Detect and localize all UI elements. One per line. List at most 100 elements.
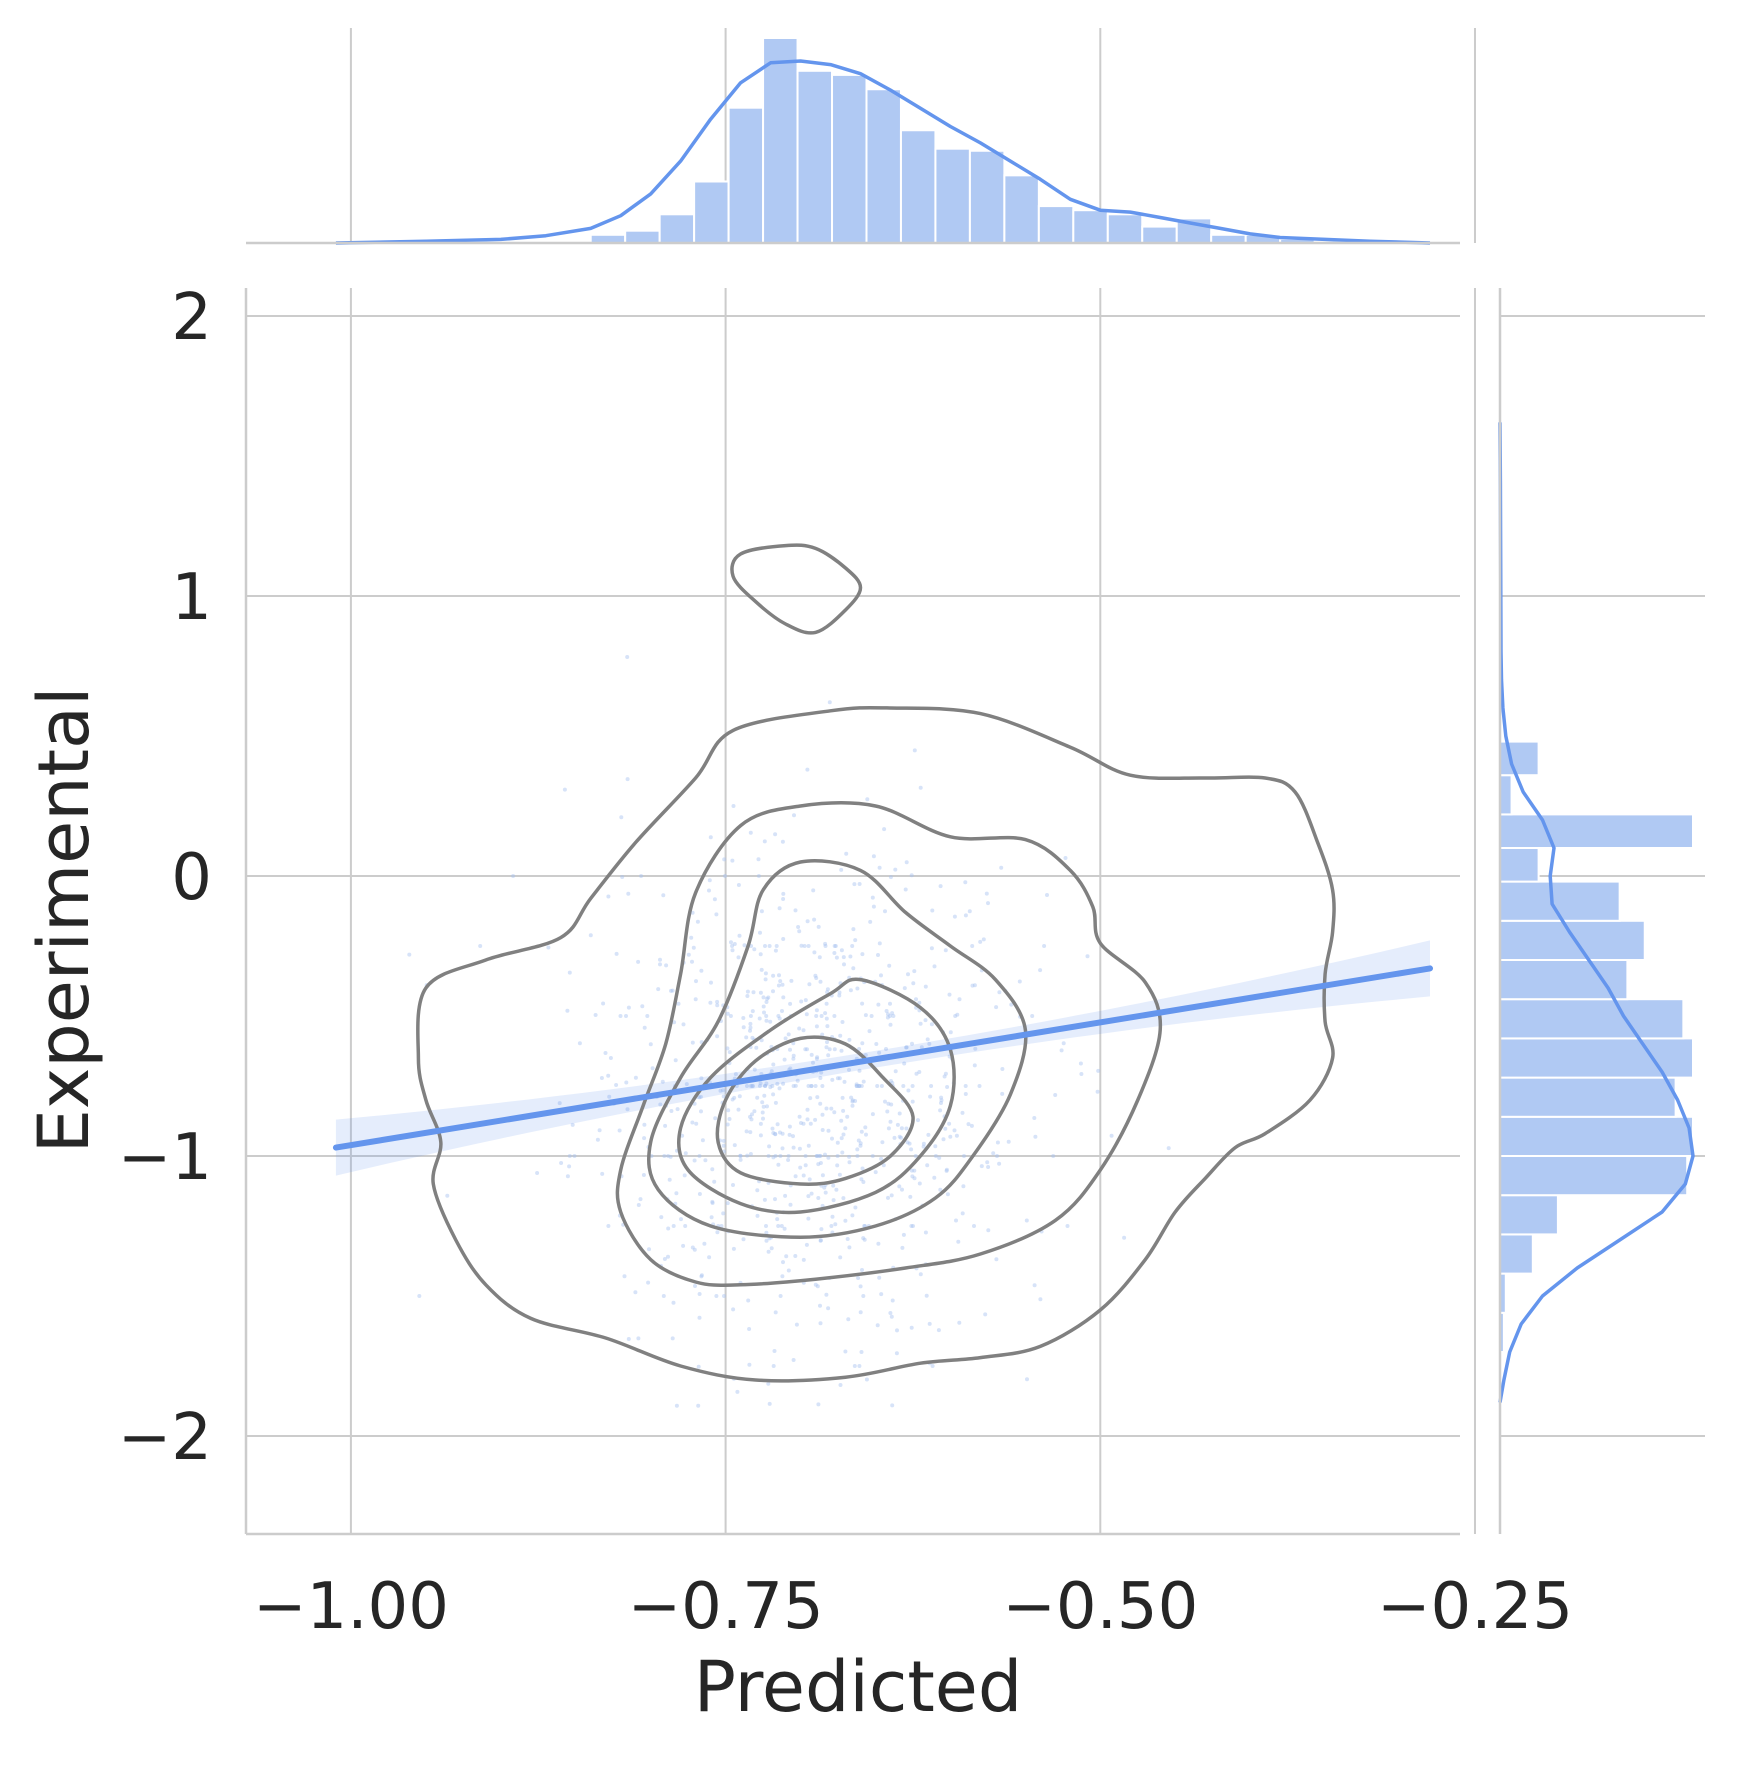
scatter-point	[918, 1021, 923, 1026]
scatter-point	[773, 1197, 777, 1202]
scatter-point	[715, 1034, 720, 1039]
scatter-point	[870, 1154, 875, 1158]
scatter-point	[673, 1058, 678, 1063]
scatter-point	[827, 1047, 832, 1052]
scatter-point	[741, 1016, 746, 1020]
scatter-point	[766, 995, 771, 1000]
scatter-point	[839, 948, 844, 953]
scatter-point	[696, 1364, 701, 1369]
scatter-point	[803, 1154, 808, 1158]
scatter-point	[818, 1153, 823, 1158]
scatter-point	[708, 835, 713, 840]
scatter-point	[747, 1362, 752, 1367]
scatter-point	[860, 952, 865, 957]
right-marginal-histogram	[1498, 288, 1705, 1534]
scatter-point	[900, 1187, 904, 1192]
scatter-point	[672, 1020, 677, 1025]
scatter-point	[620, 875, 625, 879]
scatter-point	[947, 992, 952, 997]
scatter-point	[820, 1128, 825, 1132]
scatter-point	[839, 1136, 844, 1141]
scatter-point	[765, 996, 770, 1001]
x-axis-label: Predicted	[694, 1646, 1023, 1728]
scatter-point	[684, 1082, 689, 1087]
scatter-point	[759, 967, 764, 972]
scatter-point	[870, 895, 875, 900]
scatter-point	[870, 1112, 875, 1117]
scatter-point	[813, 1084, 818, 1088]
scatter-point	[812, 950, 817, 955]
scatter-point	[744, 1035, 749, 1040]
scatter-point	[829, 1106, 834, 1111]
scatter-point	[885, 1109, 890, 1114]
scatter-point	[760, 1110, 765, 1115]
scatter-point	[815, 1284, 820, 1289]
top-histogram-bar	[796, 69, 834, 244]
scatter-point	[638, 1197, 643, 1202]
scatter-point	[995, 1140, 1000, 1145]
scatter-point	[912, 748, 917, 753]
scatter-point	[918, 1272, 923, 1277]
scatter-point	[889, 1102, 894, 1107]
scatter-point	[834, 955, 839, 960]
scatter-point	[837, 1076, 842, 1081]
scatter-point	[766, 1249, 771, 1254]
scatter-point	[822, 1185, 827, 1190]
scatter-point	[738, 1157, 743, 1162]
scatter-point	[781, 995, 786, 1000]
scatter-point	[695, 919, 700, 924]
scatter-point	[707, 878, 712, 883]
scatter-point	[824, 1001, 829, 1006]
scatter-point	[811, 888, 816, 893]
scatter-point	[656, 987, 661, 992]
scatter-point	[1051, 1154, 1056, 1158]
scatter-point	[839, 1118, 844, 1123]
scatter-point	[930, 1364, 935, 1368]
scatter-point	[1032, 1116, 1037, 1120]
scatter-point	[979, 1164, 984, 1169]
scatter-point	[754, 1045, 759, 1050]
scatter-point	[823, 941, 828, 946]
scatter-point	[847, 1160, 852, 1165]
scatter-point	[1000, 1067, 1005, 1071]
scatter-point	[748, 1021, 753, 1026]
scatter-point	[816, 1196, 821, 1200]
scatter-point	[699, 1076, 704, 1081]
scatter-point	[614, 1083, 619, 1087]
scatter-point	[745, 1153, 750, 1158]
scatter-point	[926, 1132, 931, 1137]
scatter-point	[730, 1097, 735, 1102]
scatter-point	[966, 1122, 971, 1127]
top-histogram-bar	[968, 149, 1006, 244]
scatter-point	[869, 1014, 874, 1018]
scatter-point	[994, 1005, 999, 1010]
scatter-point	[902, 986, 907, 991]
scatter-point	[771, 1155, 776, 1160]
scatter-point	[904, 1126, 909, 1131]
scatter-point	[835, 1140, 840, 1145]
scatter-point	[417, 1294, 422, 1298]
scatter-point	[748, 1130, 753, 1135]
scatter-point	[639, 874, 644, 878]
scatter-point	[791, 1134, 795, 1139]
scatter-point	[752, 947, 757, 952]
scatter-point	[973, 1046, 978, 1051]
scatter-point	[888, 1001, 892, 1006]
scatter-point	[764, 1238, 769, 1243]
scatter-point	[741, 1025, 746, 1030]
scatter-point	[761, 995, 766, 1000]
scatter-point	[722, 857, 727, 862]
scatter-point	[928, 1094, 933, 1099]
scatter-point	[674, 1191, 679, 1196]
scatter-point	[860, 1041, 865, 1046]
scatter-point	[693, 1284, 697, 1288]
scatter-point	[819, 1014, 824, 1018]
scatter-point	[567, 970, 572, 975]
scatter-point	[852, 882, 857, 887]
scatter-point	[879, 973, 883, 978]
scatter-point	[758, 952, 763, 957]
scatter-point	[943, 1126, 948, 1131]
scatter-point	[818, 1101, 823, 1106]
scatter-point	[626, 1337, 631, 1341]
scatter-point	[925, 1037, 930, 1042]
